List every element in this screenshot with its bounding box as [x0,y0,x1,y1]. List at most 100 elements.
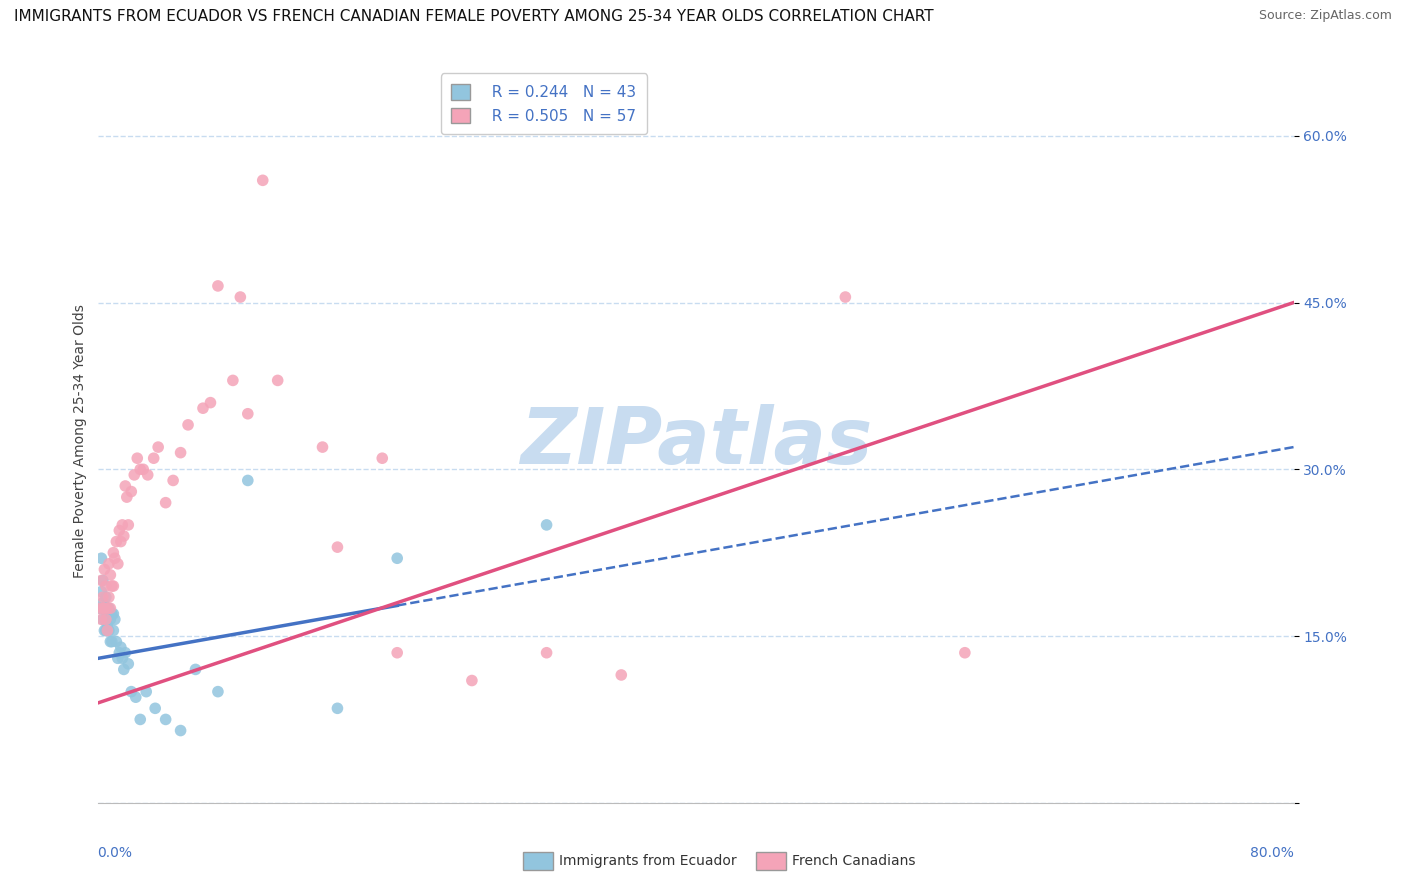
Point [136,467,159,482]
Point [953,646,976,660]
Point [155,713,177,727]
Point [222,373,245,387]
Point [93,601,115,615]
Point [96,624,118,638]
Point [834,290,856,304]
FancyBboxPatch shape [523,852,553,870]
Point [229,290,252,304]
Point [112,529,135,543]
Point [90,551,112,566]
Point [107,651,129,665]
Point [90,574,112,588]
Point [148,440,170,454]
Point [114,479,136,493]
Point [103,546,125,560]
Point [236,474,259,488]
Point [111,517,134,532]
Point [207,684,229,698]
Point [94,612,117,626]
Text: IMMIGRANTS FROM ECUADOR VS FRENCH CANADIAN FEMALE POVERTY AMONG 25-34 YEAR OLDS : IMMIGRANTS FROM ECUADOR VS FRENCH CANADI… [14,9,934,24]
Point [105,534,128,549]
Point [536,646,558,660]
Point [98,634,122,648]
Point [108,646,131,660]
Point [191,401,214,416]
Point [115,490,138,504]
Point [104,612,127,626]
Point [184,662,207,676]
Point [120,684,142,698]
Point [103,624,125,638]
Point [94,590,117,604]
Point [371,451,394,466]
Point [326,540,349,554]
Point [114,646,136,660]
Point [120,484,142,499]
Point [610,668,633,682]
Point [117,517,139,532]
Legend:   R = 0.244   N = 43,   R = 0.505   N = 57: R = 0.244 N = 43, R = 0.505 N = 57 [440,73,647,135]
Point [101,579,124,593]
Point [97,557,120,571]
FancyBboxPatch shape [756,852,786,870]
Point [252,173,274,187]
Point [385,551,409,566]
Text: ZIPatlas: ZIPatlas [520,403,872,480]
Point [94,579,117,593]
Point [125,690,148,705]
Point [385,646,409,660]
Point [326,701,349,715]
Point [200,395,222,409]
Point [169,723,191,738]
Point [142,451,165,466]
Point [101,634,124,648]
Point [89,601,111,615]
Point [93,624,115,638]
Point [105,634,128,648]
Point [111,651,134,665]
Point [103,579,125,593]
Point [96,618,118,632]
Point [127,451,149,466]
Point [97,590,120,604]
Point [155,496,177,510]
Text: Source: ZipAtlas.com: Source: ZipAtlas.com [1258,9,1392,22]
Point [91,596,114,610]
Point [91,612,114,626]
Point [98,612,122,626]
Point [129,462,152,476]
Point [91,574,114,588]
Point [98,568,122,582]
Point [96,601,118,615]
Point [89,601,111,615]
Point [94,624,117,638]
Point [90,612,112,626]
Y-axis label: Female Poverty Among 25-34 Year Olds: Female Poverty Among 25-34 Year Olds [73,304,87,579]
Text: 0.0%: 0.0% [97,847,132,860]
Point [91,590,114,604]
Point [103,607,125,621]
Point [93,562,115,576]
Point [110,534,132,549]
Point [117,657,139,671]
Point [107,557,129,571]
Point [124,467,146,482]
Point [311,440,333,454]
Text: 80.0%: 80.0% [1250,847,1294,860]
Point [97,601,120,615]
Point [267,373,290,387]
Text: Immigrants from Ecuador: Immigrants from Ecuador [558,854,737,868]
Point [101,607,124,621]
Point [536,517,558,532]
Point [169,445,191,459]
Point [104,551,127,566]
Point [110,640,132,655]
Point [177,417,200,432]
Point [93,601,115,615]
Point [135,684,157,698]
Point [162,474,184,488]
Point [91,601,114,615]
Point [143,701,166,715]
Point [207,279,229,293]
Point [129,713,152,727]
